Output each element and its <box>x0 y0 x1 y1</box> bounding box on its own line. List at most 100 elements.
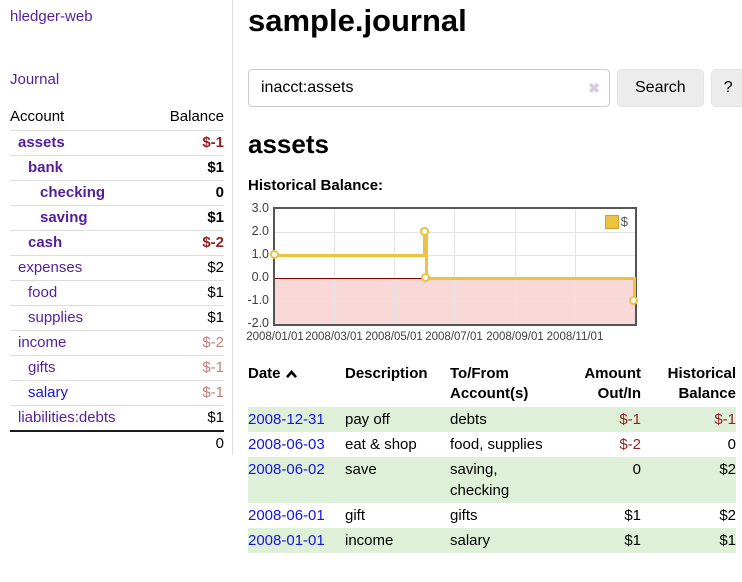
register-date-link[interactable]: 2008-01-01 <box>248 532 325 549</box>
chart-x-tick-label: 2008/11/01 <box>546 331 604 343</box>
register-date-link[interactable]: 2008-06-02 <box>248 461 325 478</box>
chart-y-tick-label: -1.0 <box>247 293 269 307</box>
account-link-expenses[interactable]: expenses <box>18 259 83 276</box>
account-row-salary: salary $-1 <box>10 380 224 406</box>
legend-label: $ <box>620 214 628 229</box>
chart-data-point <box>270 250 279 259</box>
chart-y-tick-label: 0.0 <box>251 270 269 284</box>
account-balance: $-2 <box>202 334 224 351</box>
register-amount: $-1 <box>619 411 641 428</box>
search-form: ✖ Search ? <box>248 69 742 107</box>
register-header-row: Date Description To/From Account(s) Amou… <box>248 363 736 407</box>
register-row: 2008-12-31 pay off debts $-1 $-1 <box>248 407 736 432</box>
main-content: sample.journal ✖ Search ? assets Histori… <box>246 0 742 553</box>
register-date-link[interactable]: 2008-12-31 <box>248 411 325 428</box>
account-row-supplies: supplies $1 <box>10 305 224 331</box>
account-link-checking[interactable]: checking <box>40 184 106 201</box>
register-col-tofrom: To/From Account(s) <box>450 365 529 402</box>
chart-gridline-v <box>393 209 395 324</box>
register-accounts: saving, checking <box>450 461 510 499</box>
register-col-amount: Amount Out/In <box>584 365 641 402</box>
account-link-income[interactable]: income <box>18 334 67 351</box>
balance-chart: $ 2008/01/01 2008/03/01 2008/05/01 2008/07/… <box>246 201 738 357</box>
account-link-supplies[interactable]: supplies <box>28 309 84 326</box>
register-row: 2008-01-01 income salary $1 $1 <box>248 528 736 553</box>
chart-gridline-h <box>275 231 635 233</box>
account-heading: assets <box>248 129 329 159</box>
register-col-balance: Historical Balance <box>667 365 736 402</box>
register-balance: $2 <box>719 507 736 524</box>
account-link-bank[interactable]: bank <box>28 159 64 176</box>
chart-series-segment <box>632 276 636 303</box>
account-row-gifts: gifts $-1 <box>10 355 224 381</box>
sort-ascending-icon <box>285 370 297 379</box>
accounts-col-balance: Balance <box>169 108 224 125</box>
chart-y-tick-label: 2.0 <box>251 224 269 238</box>
chart-series-segment <box>423 230 426 257</box>
chart-series-segment <box>426 276 634 280</box>
account-balance: $1 <box>207 284 224 301</box>
account-balance: 0 <box>215 184 224 201</box>
account-link-saving[interactable]: saving <box>40 209 88 226</box>
register-accounts: salary <box>450 532 491 549</box>
accounts-col-account: Account <box>10 108 65 125</box>
account-row-saving: saving $1 <box>10 205 224 231</box>
register-row: 2008-06-03 eat & shop food, supplies $-2… <box>248 432 736 457</box>
search-input[interactable] <box>248 69 610 107</box>
register-col-description: Description <box>345 365 428 382</box>
register-accounts: gifts <box>450 507 478 524</box>
chart-y-tick-label: 3.0 <box>251 201 269 215</box>
account-link-gifts[interactable]: gifts <box>28 359 56 376</box>
account-balance: $-1 <box>202 359 224 376</box>
accounts-total-row: 0 <box>10 431 224 456</box>
register-col-date-label: Date <box>248 365 281 382</box>
sidebar: hledger-web Journal Account Balance asse… <box>0 0 233 455</box>
chart-gridline-v <box>574 209 576 324</box>
account-row-liabilities-debts: liabilities:debts $1 <box>10 405 224 432</box>
search-clear-icon[interactable]: ✖ <box>588 80 600 96</box>
account-balance: $-2 <box>202 234 224 251</box>
register-description: save <box>345 461 377 478</box>
chart-gridline-v <box>333 209 335 324</box>
account-link-salary[interactable]: salary <box>28 384 69 401</box>
chart-x-tick-label: 2008/03/01 <box>305 331 363 343</box>
register-balance: $1 <box>719 532 736 549</box>
register-description: gift <box>345 507 366 524</box>
page-title: sample.journal <box>248 3 467 38</box>
chart-x-tick-label: 2008/07/01 <box>425 331 483 343</box>
account-balance: $2 <box>207 259 224 276</box>
sidebar-item-journal[interactable]: Journal <box>10 71 60 88</box>
account-balance: $1 <box>207 309 224 326</box>
register-date-link[interactable]: 2008-06-01 <box>248 507 325 524</box>
account-link-assets[interactable]: assets <box>18 134 65 151</box>
account-row-bank: bank $1 <box>10 155 224 181</box>
chart-plot: $ 2008/01/01 2008/03/01 2008/05/01 2008/07/… <box>246 201 639 343</box>
accounts-table: Account Balance assets $-1 bank $1 check… <box>10 104 224 456</box>
search-input-wrap: ✖ <box>248 69 610 107</box>
search-button[interactable]: Search <box>617 69 704 107</box>
chart-gridline-h <box>275 300 635 302</box>
app-title-link[interactable]: hledger-web <box>10 8 93 25</box>
account-balance: $1 <box>207 209 224 226</box>
register-col-date[interactable]: Date <box>248 363 345 407</box>
account-balance: $-1 <box>202 134 224 151</box>
account-link-cash[interactable]: cash <box>28 234 63 251</box>
account-link-liabilities-debts[interactable]: liabilities:debts <box>18 409 116 426</box>
account-balance: $1 <box>207 409 224 426</box>
account-link-food[interactable]: food <box>28 284 58 301</box>
register-amount: $-2 <box>619 436 641 453</box>
chart-series-segment <box>275 253 425 257</box>
register-date-link[interactable]: 2008-06-03 <box>248 436 325 453</box>
help-button[interactable]: ? <box>710 69 742 107</box>
chart-x-tick-label: 2008/05/01 <box>365 331 423 343</box>
chart-y-tick-label: 1.0 <box>251 247 269 261</box>
register-description: pay off <box>345 411 390 428</box>
chart-series-segment <box>424 230 428 280</box>
chart-x-tick-label: 2008/09/01 <box>486 331 544 343</box>
chart-gridline-h <box>275 254 635 256</box>
accounts-total-value: 0 <box>215 435 224 452</box>
register-balance: $-1 <box>714 411 736 428</box>
chart-gridline-v <box>514 209 516 324</box>
account-balance: $-1 <box>202 384 224 401</box>
register-description: income <box>345 532 394 549</box>
